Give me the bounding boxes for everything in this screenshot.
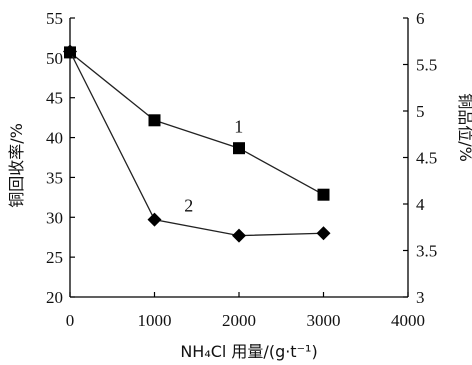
- series-line-1: [69, 51, 324, 196]
- y-tick-label-right: 3.5: [416, 242, 437, 261]
- data-point-series-2: [63, 44, 77, 59]
- x-tick-label: 0: [66, 311, 75, 330]
- y-tick-label-left: 25: [46, 248, 63, 267]
- axes: 0 1000 2000 3000 4000202530354045505533.544.…: [46, 9, 437, 330]
- y-tick-label-left: 40: [46, 129, 63, 148]
- y-tick-label-left: 50: [46, 49, 63, 68]
- data-point-series-1: [233, 142, 245, 155]
- series-label-1: 1: [234, 116, 243, 136]
- y-axis-title-left: 铜回收率/%: [7, 123, 26, 208]
- data-point-series-2: [232, 228, 246, 243]
- x-tick-label: 1000: [138, 311, 172, 330]
- y-tick-label-left: 30: [46, 208, 63, 227]
- y-tick-label-right: 6: [416, 9, 425, 28]
- data-point-series-1: [148, 114, 161, 127]
- x-tick-label: 2000: [222, 311, 256, 330]
- x-axis-title: NH₄Cl 用量/(g·t⁻¹): [180, 342, 317, 361]
- y-tick-label-left: 35: [46, 168, 63, 187]
- series-line-2: [69, 51, 324, 237]
- y-tick-label-right: 4: [416, 195, 425, 214]
- y-tick-label-right: 4.5: [416, 149, 437, 168]
- y-tick-label-left: 55: [46, 9, 63, 28]
- y-tick-label-right: 5.5: [416, 56, 437, 75]
- x-tick-label: 4000: [391, 311, 425, 330]
- x-tick-label: 3000: [307, 311, 341, 330]
- data-point-series-1: [317, 188, 330, 201]
- y-tick-label-left: 20: [46, 288, 63, 307]
- y-axis-title-right: 铜品位/%: [456, 93, 472, 162]
- series-layer: 12: [63, 44, 331, 243]
- y-tick-label-left: 45: [46, 89, 63, 108]
- data-point-series-2: [316, 226, 331, 241]
- data-point-series-2: [147, 212, 162, 227]
- y-tick-label-right: 5: [416, 102, 425, 121]
- y-tick-label-right: 3: [416, 288, 425, 307]
- series-label-2: 2: [184, 196, 193, 216]
